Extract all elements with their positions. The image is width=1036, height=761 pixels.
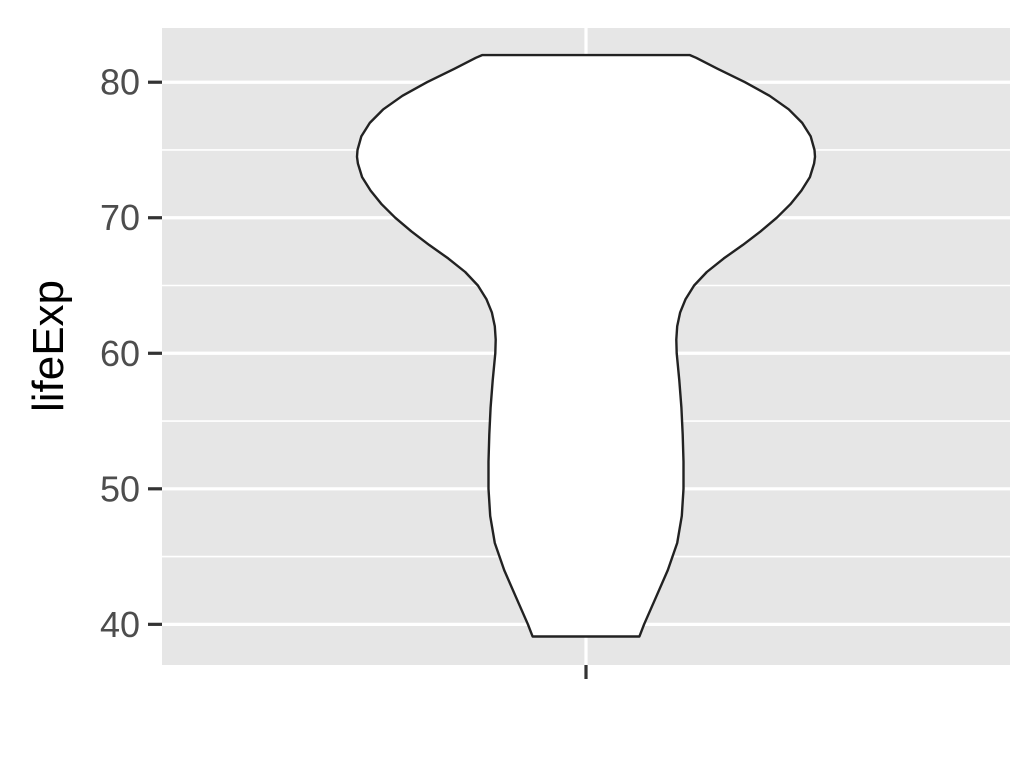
violin-0 — [355, 53, 817, 638]
violin-layer — [355, 53, 817, 638]
y-tick-label-80: 80 — [100, 62, 140, 103]
y-axis-title: lifeExp — [24, 280, 73, 412]
y-tick-label-50: 50 — [100, 468, 140, 509]
y-axis: 40 50 60 70 80 — [100, 62, 162, 645]
y-tick-label-70: 70 — [100, 197, 140, 238]
y-tick-label-60: 60 — [100, 333, 140, 374]
y-tick-label-40: 40 — [100, 604, 140, 645]
